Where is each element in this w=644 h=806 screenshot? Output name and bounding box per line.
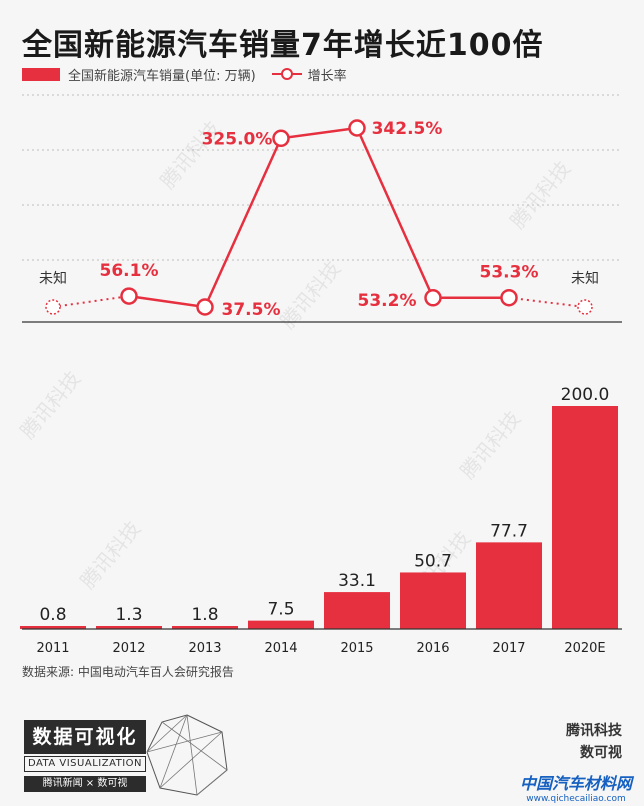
rate-label-2017: 53.3%	[480, 263, 539, 283]
rate-line-dotted-end	[508, 296, 586, 308]
x-tick-label-2013: 2013	[188, 641, 221, 656]
x-tick-label-2020E: 2020E	[564, 641, 605, 656]
data-visualization-logo: 数据可视化 DATA VISUALIZATION 腾讯新闻 × 数可视	[24, 714, 228, 796]
rate-point-2015	[348, 119, 366, 137]
x-tick-label-2015: 2015	[340, 641, 373, 656]
watermark-text-2: 腾讯科技	[455, 407, 525, 484]
sales-value-label-2013: 1.8	[191, 605, 218, 625]
sales-value-label-2011: 0.8	[39, 605, 66, 625]
sales-value-label-2015: 33.1	[338, 571, 376, 591]
brand-line-1: 腾讯科技	[566, 723, 622, 739]
site-name: 中国汽车材料网	[519, 774, 632, 793]
legend-bar-swatch	[22, 67, 60, 81]
sales-value-label-2020E: 200.0	[561, 385, 610, 405]
brand-line-2: 数可视	[580, 745, 622, 761]
sales-bar-2016	[400, 572, 466, 629]
x-tick-label-2016: 2016	[416, 641, 449, 656]
x-tick-label-2011: 2011	[36, 641, 69, 656]
rate-point-2014	[272, 129, 290, 148]
watermark-text-4: 腾讯科技	[75, 517, 145, 594]
sales-value-label-2014: 7.5	[267, 600, 294, 620]
rate-label-2014: 325.0%	[202, 129, 273, 149]
partners-logo: 腾讯新闻 × 数可视	[24, 776, 146, 792]
watermark-text-0: 腾讯科技	[155, 117, 225, 194]
legend-rate-key: 增长率	[271, 65, 347, 84]
sales-value-label-2012: 1.3	[115, 605, 142, 625]
brand-credit: 腾讯科技 数可视	[566, 720, 622, 764]
sales-bar-2013	[172, 626, 238, 629]
rate-label-2016: 53.2%	[358, 291, 417, 311]
watermark-text-6: 腾讯科技	[15, 367, 85, 444]
sales-bar-2014	[248, 620, 314, 629]
rate-label-2012: 56.1%	[100, 261, 159, 281]
rate-point-2013	[196, 298, 214, 316]
site-url: www.qichecailiao.com	[526, 794, 626, 804]
legend: 全国新能源汽车销量(单位: 万辆) 增长率	[22, 65, 347, 84]
rate-point-2012	[120, 287, 138, 305]
rate-line-series	[128, 126, 510, 309]
sales-bar-2020E	[552, 406, 618, 629]
rate-point-2017	[500, 288, 518, 307]
legend-rate-label: 增长率	[307, 68, 347, 84]
x-tick-label-2014: 2014	[264, 641, 297, 656]
dv-logo-cn: 数据可视化	[24, 720, 146, 754]
polygon-logo-icon	[146, 714, 228, 796]
rate-label-2013: 37.5%	[222, 300, 281, 320]
rate-point-2016	[424, 289, 442, 307]
rate-label-2011: 未知	[39, 270, 67, 287]
rate-point-2020E	[577, 299, 593, 315]
sales-bar-2015	[324, 592, 390, 629]
sales-bar-2017	[476, 542, 542, 629]
sales-value-label-2017: 77.7	[490, 521, 528, 541]
page-title: 全国新能源汽车销量7年增长近100倍	[22, 28, 544, 63]
rate-label-2020E: 未知	[571, 270, 599, 287]
x-tick-label-2017: 2017	[492, 641, 525, 656]
x-tick-label-2012: 2012	[112, 641, 145, 656]
dv-logo-en: DATA VISUALIZATION	[24, 756, 146, 772]
site-logo: 中国汽车材料网 www.qichecailiao.com	[508, 770, 644, 806]
sales-bar-2012	[96, 626, 162, 629]
legend-sales-label: 全国新能源汽车销量(单位: 万辆)	[68, 68, 256, 84]
sales-bar-2011	[20, 626, 86, 629]
sales-value-label-2016: 50.7	[414, 551, 452, 571]
rate-point-2011	[45, 299, 61, 315]
legend-line-marker-icon	[271, 68, 302, 80]
rate-line-dotted-start	[52, 295, 130, 308]
rate-label-2015: 342.5%	[372, 119, 443, 139]
data-source: 数据来源: 中国电动汽车百人会研究报告	[22, 665, 234, 679]
watermark-text-5: 腾讯科技	[505, 157, 575, 234]
